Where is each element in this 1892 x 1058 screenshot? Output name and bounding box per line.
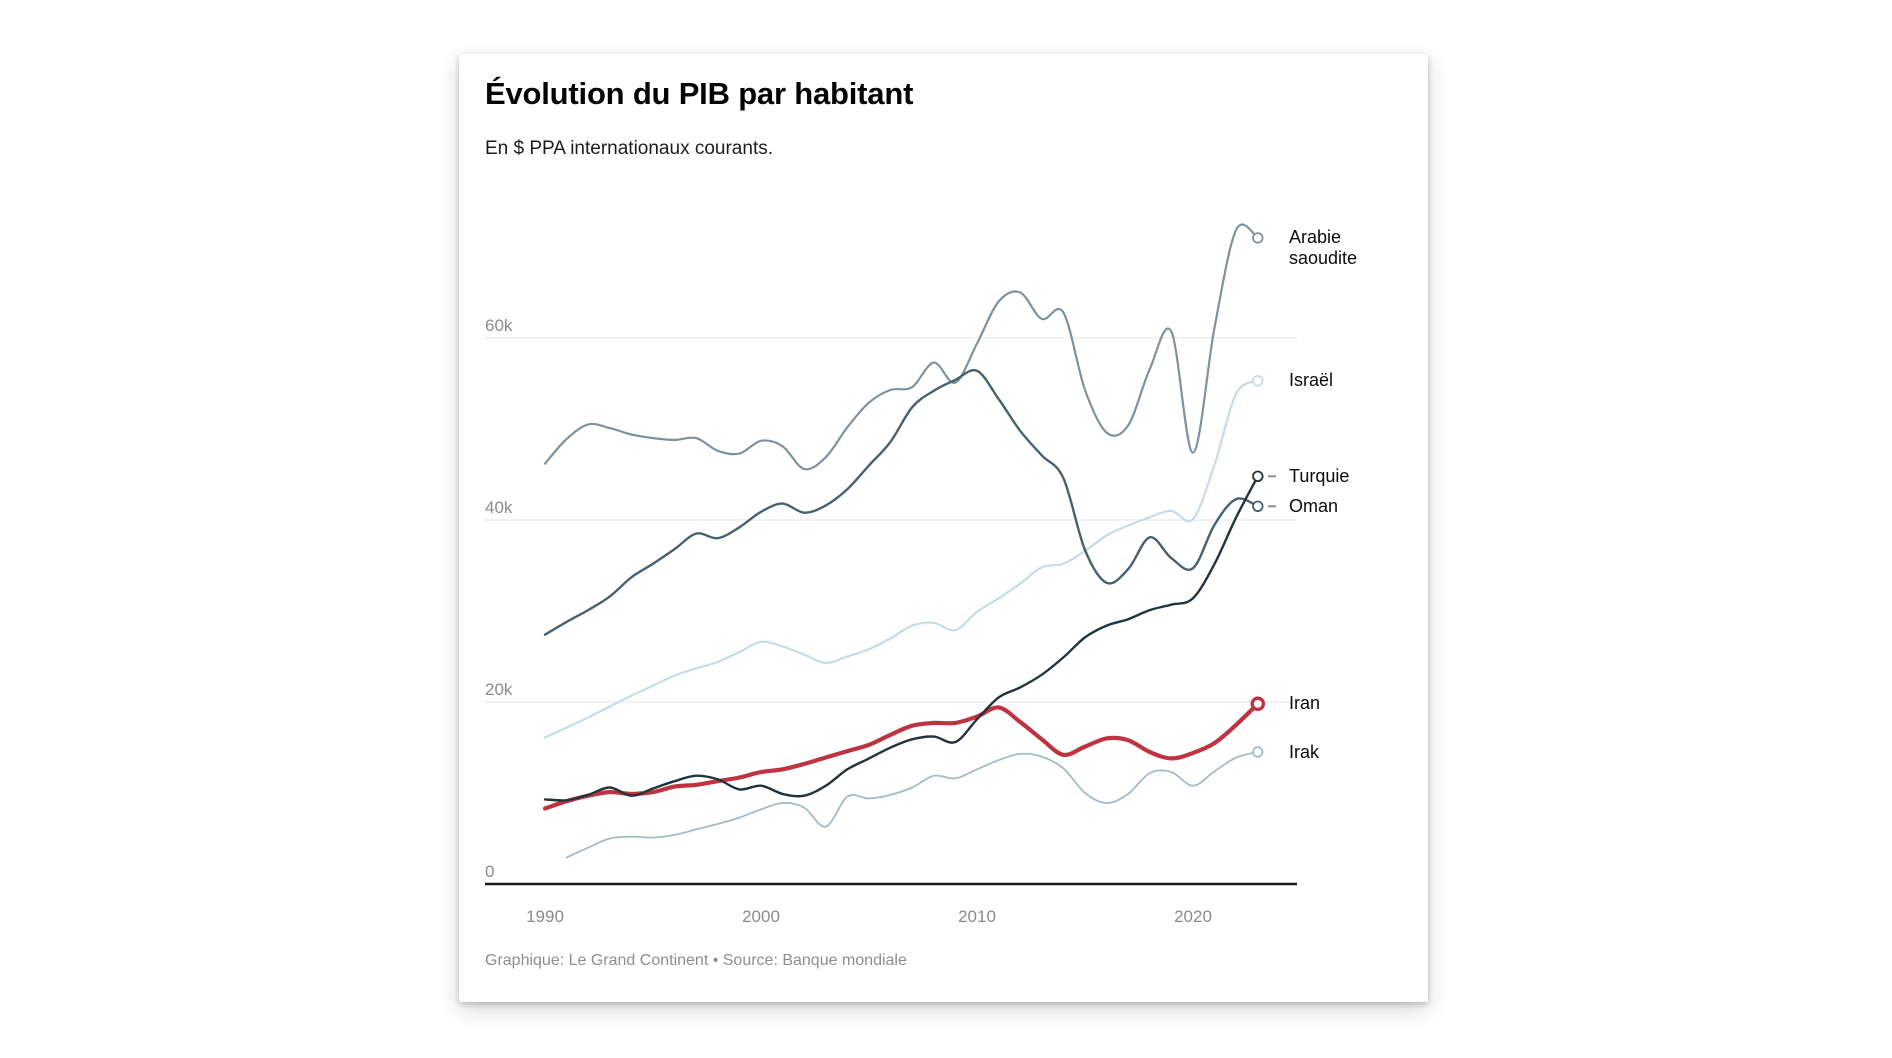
series-label-oman: Oman [1289, 495, 1339, 516]
x-tick-label: 2010 [958, 907, 996, 926]
series-label-israel: Israël [1289, 370, 1334, 391]
line-iran [542, 701, 1260, 811]
x-tick-label: 2020 [1174, 907, 1212, 926]
line-israel [543, 379, 1259, 739]
y-tick-label: 40k [485, 498, 513, 517]
x-tick-label: 2000 [742, 907, 780, 926]
series-label-turquie: Turquie [1289, 465, 1350, 486]
series-label-irak: Irak [1289, 741, 1320, 762]
endpoint-marker-turquie [1252, 470, 1264, 483]
endpoint-marker-iran [1250, 696, 1266, 712]
chart-title: Évolution du PIB par habitant [485, 76, 914, 111]
chart-card: Évolution du PIB par habitant En $ PPA i… [459, 54, 1428, 1002]
y-tick-label: 0 [485, 862, 494, 881]
line-turquie [543, 475, 1259, 802]
chart-footer: Graphique: Le Grand Continent • Source: … [485, 952, 907, 969]
endpoint-marker-israel [1252, 375, 1264, 387]
x-tick-label: 1990 [526, 907, 564, 926]
line-irak [565, 751, 1259, 859]
series-label-iran: Iran [1289, 693, 1321, 714]
endpoint-marker-irak [1252, 746, 1264, 758]
line-chart: 0 20k 40k 60k 1990 2000 2010 2020 [485, 223, 1297, 926]
y-tick-label: 20k [485, 680, 513, 699]
line-arabie-saoudite [543, 223, 1259, 471]
endpoint-marker-oman [1252, 500, 1264, 513]
y-tick-label: 60k [485, 316, 513, 335]
line-oman [543, 368, 1259, 636]
series-label-arabie-saoudite: Arabie saoudite [1289, 227, 1358, 269]
chart-subtitle: En $ PPA internationaux courants. [485, 138, 773, 159]
endpoint-marker-arabie-saoudite [1252, 232, 1264, 244]
